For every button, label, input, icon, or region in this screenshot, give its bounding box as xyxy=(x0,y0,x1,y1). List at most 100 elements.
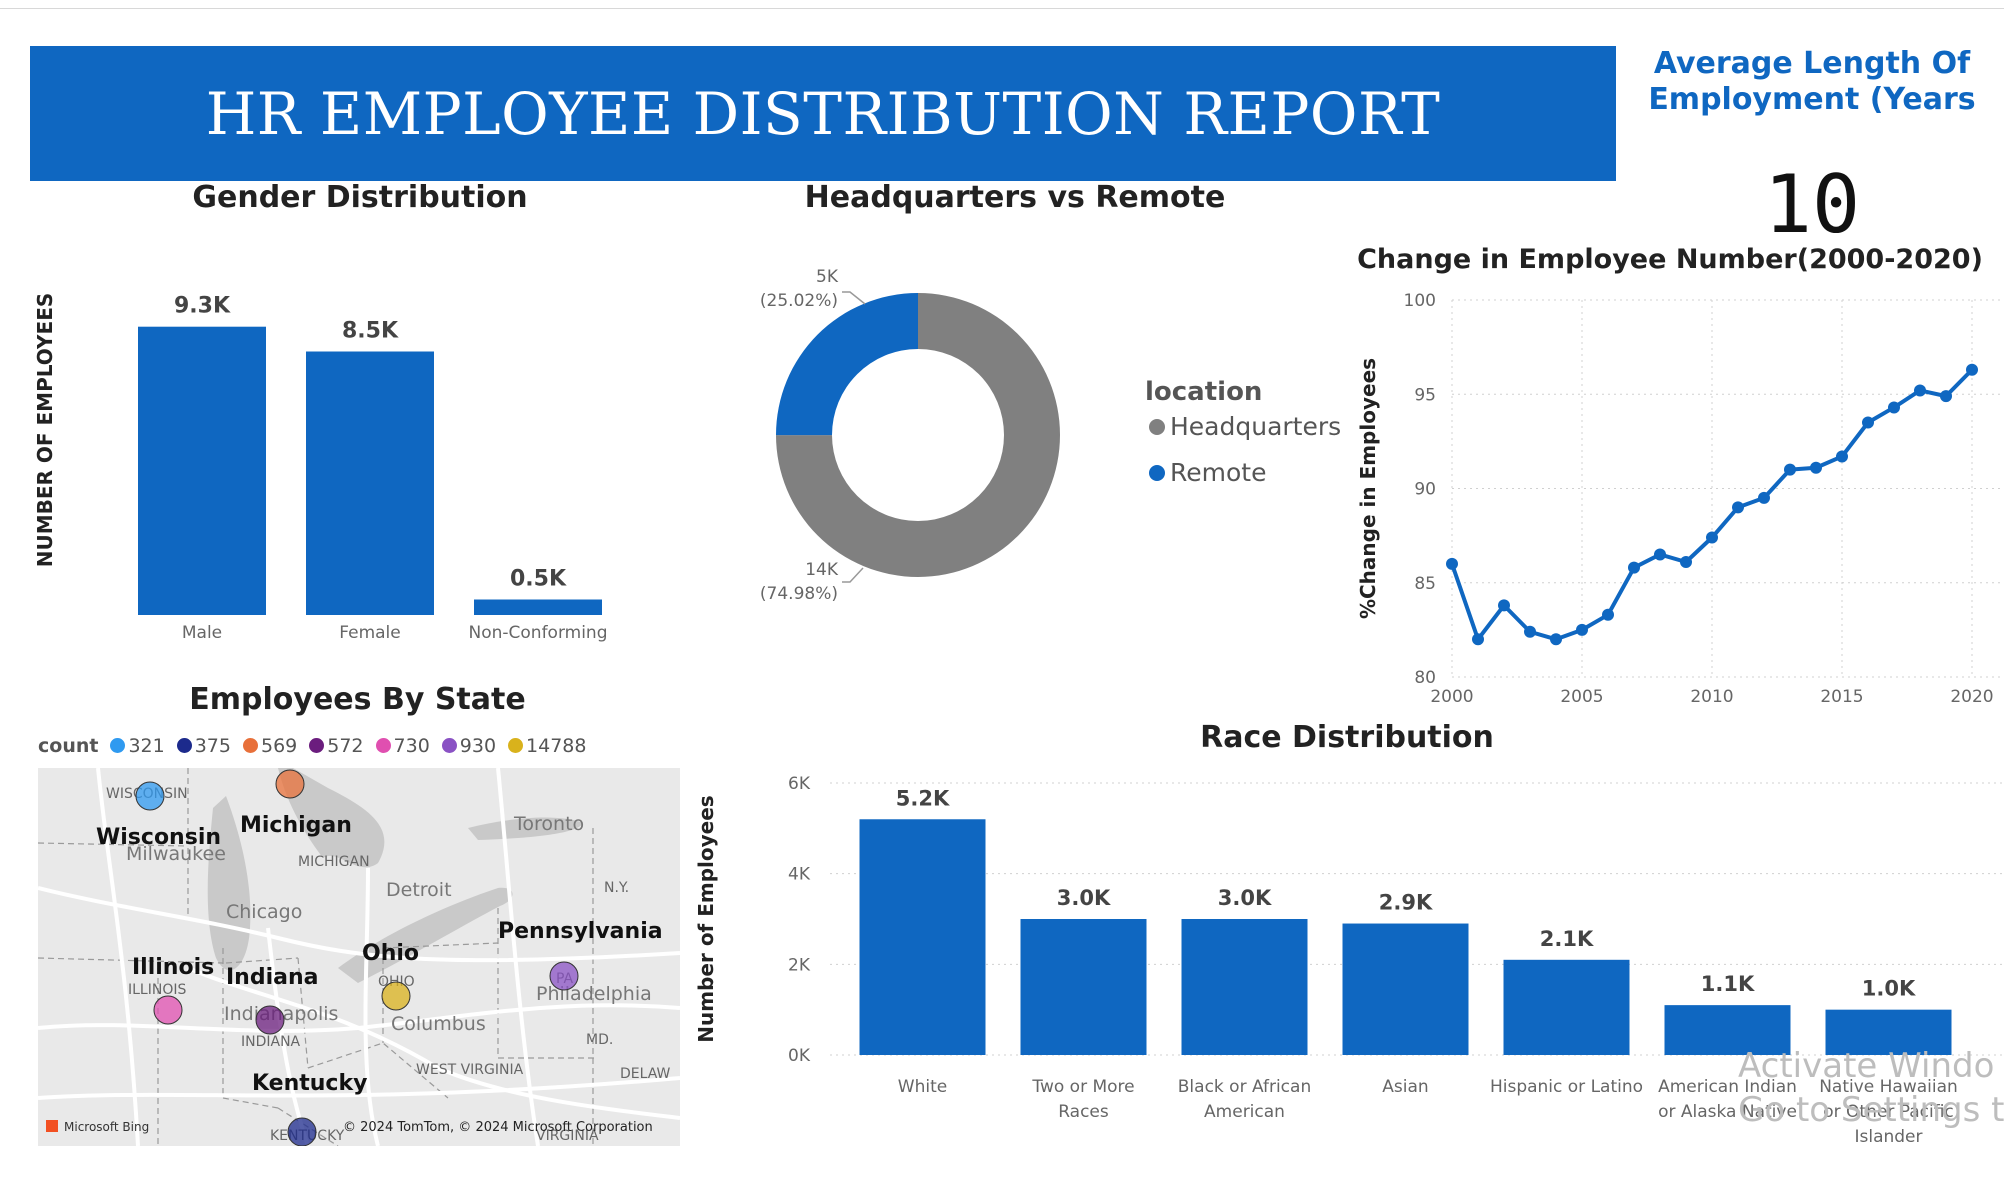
state-bubble-indiana xyxy=(255,1005,285,1035)
map-state-abbrev: INDIANA xyxy=(241,1034,301,1050)
legend-value: 321 xyxy=(128,735,165,757)
map-city-label: Milwaukee xyxy=(126,843,226,865)
legend-value: 14788 xyxy=(526,735,587,757)
line-x-tick: 2010 xyxy=(1690,687,1733,707)
location-chart[interactable]: 5K (25.02%) 14K (74.98%) location Headquarter… xyxy=(700,230,1340,630)
race-bar xyxy=(1664,1005,1791,1055)
state-border xyxy=(222,948,279,1109)
line-x-tick: 2005 xyxy=(1560,687,1603,707)
top-rule xyxy=(0,8,2004,9)
donut-leader-hq xyxy=(842,567,864,583)
race-category-label: Islander xyxy=(1854,1127,1922,1147)
map-state-label: Michigan xyxy=(240,813,352,838)
kpi-value: 10 xyxy=(1763,158,1861,251)
map-city-label: Detroit xyxy=(386,879,452,901)
state-map-title: Employees By State xyxy=(189,682,526,717)
location-chart-title: Headquarters vs Remote xyxy=(804,180,1226,215)
line-x-tick: 2020 xyxy=(1950,687,1993,707)
race-data-label: 2.9K xyxy=(1379,891,1433,915)
line-y-tick: 85 xyxy=(1414,574,1436,594)
legend-dot xyxy=(375,738,391,753)
line-x-tick: 2000 xyxy=(1430,687,1473,707)
lake-ontario xyxy=(468,817,583,840)
race-category-label: or Other Pacific xyxy=(1823,1102,1954,1122)
report-title: HR EMPLOYEE DISTRIBUTION REPORT xyxy=(205,79,1441,148)
race-category-label: Native Hawaiian xyxy=(1819,1077,1958,1097)
lake-erie xyxy=(338,887,513,983)
state-border xyxy=(38,957,224,964)
race-y-tick: 2K xyxy=(788,955,811,975)
map-city-label: Columbus xyxy=(391,1013,486,1035)
map-state-label: Illinois xyxy=(132,955,214,980)
legend-value: 572 xyxy=(327,735,364,757)
map-city-label: Philadelphia xyxy=(536,983,652,1005)
map-legend-item: 375 xyxy=(176,735,231,757)
map-state-abbrev: VIRGINIA xyxy=(536,1128,599,1144)
line-y-axis-label: %Change in Employees xyxy=(1356,358,1380,619)
lake-huron xyxy=(278,768,385,868)
race-y-axis-label: Number of Employees xyxy=(694,795,718,1042)
watermark-line-2: Go to Settings to acti xyxy=(1738,1090,2004,1130)
map-road xyxy=(363,867,380,1146)
line-point xyxy=(1732,501,1744,514)
map-state-label: Indiana xyxy=(226,965,319,990)
line-point xyxy=(1602,608,1614,621)
legend-dot xyxy=(1149,465,1165,481)
legend-dot xyxy=(508,738,524,753)
line-x-tick: 2015 xyxy=(1820,687,1863,707)
state-bubble-ohio xyxy=(381,981,411,1011)
line-y-tick: 80 xyxy=(1414,668,1436,688)
race-category-label: Black or African xyxy=(1178,1077,1311,1097)
race-y-tick: 4K xyxy=(788,865,811,885)
map-legend-item: 14788 xyxy=(508,735,587,757)
legend-value: 730 xyxy=(393,735,430,757)
line-point xyxy=(1810,461,1822,474)
race-chart[interactable]: 0K 2K 4K 6K Number of Employees 5.2K White 3.0K… xyxy=(690,765,2004,1178)
gender-bar xyxy=(138,326,266,615)
donut-leader-remote xyxy=(842,291,866,305)
gender-chart[interactable]: NUMBER OF EMPLOYEES 9.3K Male 8.5K Female 0.5… xyxy=(30,230,660,660)
gender-data-label: 9.3K xyxy=(174,294,231,319)
legend-dot xyxy=(110,738,126,753)
map-legend-item: 321 xyxy=(110,735,165,757)
gender-category-label: Male xyxy=(182,623,222,643)
race-category-label: American xyxy=(1204,1102,1285,1122)
race-category-label: White xyxy=(898,1077,947,1097)
map-state-abbrev: MD. xyxy=(586,1032,613,1048)
change-chart-title: Change in Employee Number(2000-2020) xyxy=(1357,244,1983,275)
donut-percent-label: (25.02%) xyxy=(760,291,838,311)
line-point xyxy=(1628,561,1640,574)
title-banner: HR EMPLOYEE DISTRIBUTION REPORT xyxy=(30,46,1616,181)
line-point xyxy=(1758,491,1770,504)
activation-watermark: Activate Windo Go to Settings to acti xyxy=(1738,1044,2004,1132)
watermark-line-1: Activate Windo xyxy=(1738,1046,1995,1086)
map-state-label: Ohio xyxy=(362,941,419,966)
map-legend-item: 930 xyxy=(441,735,496,757)
state-map[interactable]: WISCONSINMICHIGANILLINOISINDIANAOHIOPAN.… xyxy=(38,768,680,1146)
line-point xyxy=(1914,384,1926,397)
state-border xyxy=(297,957,309,1069)
state-border xyxy=(225,957,299,964)
kpi-label: Average Length Of Employment (Years xyxy=(1648,46,1976,117)
gender-bar xyxy=(474,599,602,615)
legend-title: count xyxy=(38,735,99,757)
line-point xyxy=(1940,390,1952,403)
race-data-label: 1.0K xyxy=(1862,977,1916,1001)
race-y-tick: 6K xyxy=(788,774,811,794)
map-state-abbrev: WEST VIRGINIA xyxy=(416,1062,524,1078)
gender-category-label: Female xyxy=(339,623,400,643)
map-road xyxy=(187,966,680,1120)
race-category-label: Two or More xyxy=(1031,1077,1134,1097)
line-y-tick: 95 xyxy=(1414,385,1436,405)
race-category-label: or Alaska Native xyxy=(1658,1102,1797,1122)
race-bar xyxy=(1825,1009,1952,1055)
line-point xyxy=(1966,363,1978,376)
donut-percent-label: (74.98%) xyxy=(760,584,838,604)
map-state-label: Kentucky xyxy=(252,1071,367,1096)
change-chart[interactable]: 80 85 90 95 100 2000 2005 2010 2015 2020 %Change i… xyxy=(1340,282,2004,712)
race-category-label: American Indian xyxy=(1658,1077,1797,1097)
donut-slice-remote xyxy=(776,293,918,436)
legend-dot xyxy=(441,738,457,753)
map-city-label: Toronto xyxy=(513,813,584,835)
donut-value-label: 14K xyxy=(805,560,839,580)
